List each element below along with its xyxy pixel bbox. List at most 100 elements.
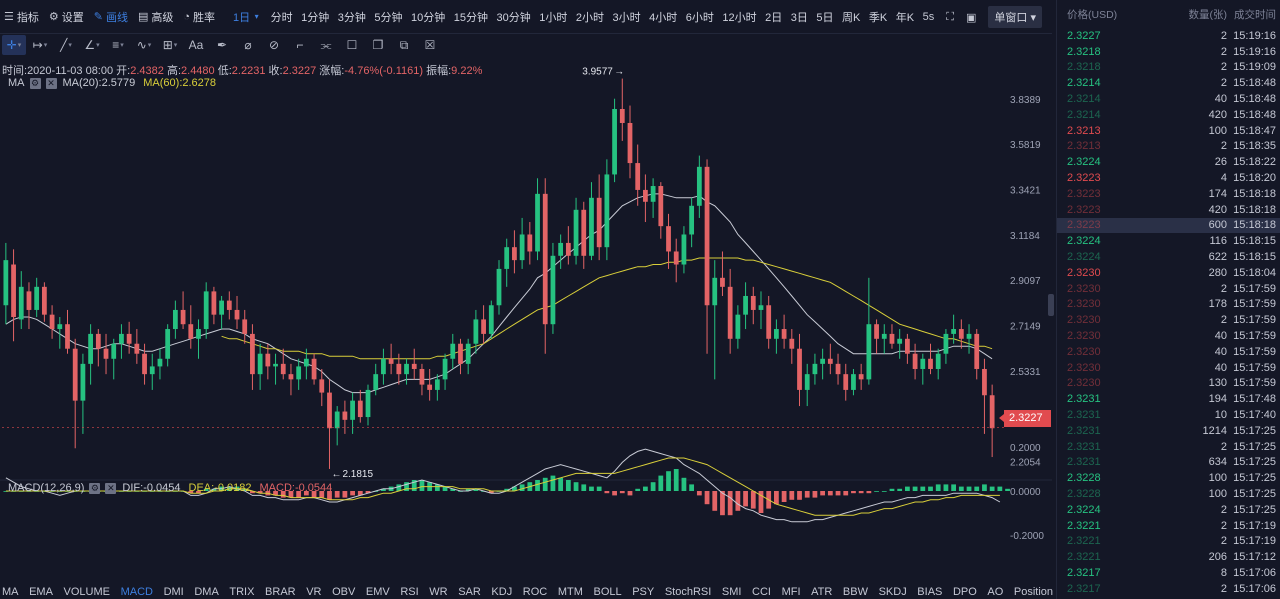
trade-row[interactable]: 2.3214 420 15:18:48 xyxy=(1057,107,1280,123)
indicator-tab-cci[interactable]: CCI xyxy=(752,585,771,598)
macd-settings-icon[interactable]: ⚙ xyxy=(89,482,101,494)
indicator-tab-dpo[interactable]: DPO xyxy=(952,585,977,598)
indicator-tab-bbw[interactable]: BBW xyxy=(842,585,868,598)
trade-row[interactable]: 2.3221 206 15:17:12 xyxy=(1057,549,1280,565)
trade-row[interactable]: 2.3230 280 15:18:04 xyxy=(1057,265,1280,281)
fullscreen-icon[interactable]: ⛶ xyxy=(946,10,954,23)
trade-row[interactable]: 2.3217 2 15:17:06 xyxy=(1057,581,1280,597)
trade-row[interactable]: 2.3221 2 15:17:19 xyxy=(1057,518,1280,534)
trade-row[interactable]: 2.3231 634 15:17:25 xyxy=(1057,455,1280,471)
indicator-tab-vr[interactable]: VR xyxy=(306,585,322,598)
indicator-tab-psy[interactable]: PSY xyxy=(632,585,655,598)
trade-row[interactable]: 2.3231 1214 15:17:25 xyxy=(1057,423,1280,439)
trade-row[interactable]: 2.3230 40 15:17:59 xyxy=(1057,344,1280,360)
panel-collapse-handle[interactable] xyxy=(1048,294,1054,316)
chart-area[interactable]: 3.8389 3.5819 3.3421 3.1184 2.9097 2.7149 2.53… xyxy=(0,56,1052,584)
interval-option[interactable]: 2日 xyxy=(765,11,783,24)
advanced-button[interactable]: ▤ 高级 xyxy=(138,9,173,25)
interval-option[interactable]: 30分钟 xyxy=(496,11,531,24)
draw-button[interactable]: ✎ 画线 xyxy=(94,9,128,25)
refresh-rate[interactable]: 5s xyxy=(922,11,935,23)
interval-option[interactable]: 10分钟 xyxy=(411,11,446,24)
window-mode-dropdown[interactable]: 单窗口 ▾ xyxy=(988,6,1042,28)
indicator-tab-skdj[interactable]: SKDJ xyxy=(878,585,907,598)
trade-row[interactable]: 2.3230 2 15:17:59 xyxy=(1057,281,1280,297)
trade-row[interactable]: 2.3230 2 15:17:59 xyxy=(1057,312,1280,328)
indicator-tab-ma[interactable]: MA xyxy=(2,585,19,598)
indicator-tab-brar[interactable]: BRAR xyxy=(265,585,296,598)
interval-option[interactable]: 5分钟 xyxy=(374,11,403,24)
trade-row[interactable]: 2.3224 2 15:17:25 xyxy=(1057,502,1280,518)
indicator-button[interactable]: ☰ 指标 xyxy=(4,9,39,25)
wave-tool[interactable]: ∿ ▾ xyxy=(132,35,156,55)
indicator-tab-mtm[interactable]: MTM xyxy=(557,585,583,598)
trade-row[interactable]: 2.3228 100 15:17:25 xyxy=(1057,470,1280,486)
interval-option[interactable]: 3小时 xyxy=(612,11,641,24)
indicator-tab-smi[interactable]: SMI xyxy=(721,585,742,598)
chart-svg[interactable]: 3.8389 3.5819 3.3421 3.1184 2.9097 2.7149 2.53… xyxy=(0,56,1052,584)
indicator-tab-ema[interactable]: EMA xyxy=(29,585,53,598)
horizontal-line-tool[interactable]: ↦ ▾ xyxy=(28,35,52,55)
fibonacci-tool[interactable]: ≡ ▾ xyxy=(106,35,130,55)
settings-button[interactable]: ⚙ 设置 xyxy=(49,9,84,25)
trade-row[interactable]: 2.3230 40 15:17:59 xyxy=(1057,360,1280,376)
copy-tool[interactable]: ❐ xyxy=(366,35,390,55)
interval-option[interactable]: 4小时 xyxy=(649,11,678,24)
trade-row[interactable]: 2.3213 100 15:18:47 xyxy=(1057,123,1280,139)
crosshair-tool[interactable]: ✛ ▾ xyxy=(2,35,26,55)
ma-close-icon[interactable]: ✕ xyxy=(45,77,57,89)
indicator-tab-boll[interactable]: BOLL xyxy=(593,585,622,598)
indicator-tab-mfi[interactable]: MFI xyxy=(781,585,801,598)
indicator-tab-rsi[interactable]: RSI xyxy=(400,585,419,598)
indicator-tab-roc[interactable]: ROC xyxy=(522,585,548,598)
interval-option[interactable]: 年K xyxy=(895,11,915,24)
trade-row[interactable]: 2.3213 2 15:18:35 xyxy=(1057,139,1280,155)
interval-option[interactable]: 12小时 xyxy=(722,11,757,24)
indicator-tab-position[interactable]: Position xyxy=(1013,585,1054,598)
lock-tool[interactable]: ☐ xyxy=(340,35,364,55)
indicator-tab-dmi[interactable]: DMI xyxy=(163,585,184,598)
trend-line-tool[interactable]: ╱ ▾ xyxy=(54,35,78,55)
indicator-tab-atr[interactable]: ATR xyxy=(811,585,833,598)
indicator-tab-wr[interactable]: WR xyxy=(429,585,448,598)
magnet-tool[interactable]: ⊘ xyxy=(262,35,286,55)
trade-row[interactable]: 2.3223 420 15:18:18 xyxy=(1057,202,1280,218)
trade-row[interactable]: 2.3218 2 15:19:16 xyxy=(1057,44,1280,60)
trade-row[interactable]: 2.3224 116 15:18:15 xyxy=(1057,233,1280,249)
interval-option[interactable]: 3日 xyxy=(790,11,808,24)
macd-close-icon[interactable]: ✕ xyxy=(105,482,117,494)
indicator-tab-emv[interactable]: EMV xyxy=(365,585,390,598)
interval-option[interactable]: 5日 xyxy=(816,11,834,24)
indicator-tab-bias[interactable]: BIAS xyxy=(917,585,943,598)
indicator-tab-dma[interactable]: DMA xyxy=(194,585,219,598)
interval-option[interactable]: 15分钟 xyxy=(453,11,489,24)
trade-row[interactable]: 2.3227 2 15:19:16 xyxy=(1057,28,1280,44)
trade-row[interactable]: 2.3224 622 15:18:15 xyxy=(1057,249,1280,265)
interval-option[interactable]: 1小时 xyxy=(539,11,568,24)
trade-row[interactable]: 2.3214 40 15:18:48 xyxy=(1057,91,1280,107)
trade-row[interactable]: 2.3230 130 15:17:59 xyxy=(1057,376,1280,392)
trade-row[interactable]: 2.3217 8 15:17:06 xyxy=(1057,565,1280,581)
chevron-down-icon[interactable]: ▾ xyxy=(254,12,259,21)
trade-row[interactable]: 2.3231 194 15:17:48 xyxy=(1057,391,1280,407)
trade-row[interactable]: 2.3224 26 15:18:22 xyxy=(1057,154,1280,170)
interval-option[interactable]: 3分钟 xyxy=(337,11,366,24)
interval-option[interactable]: 2小时 xyxy=(575,11,605,24)
angle-tool[interactable]: ∠ ▾ xyxy=(80,35,104,55)
indicator-tab-trix[interactable]: TRIX xyxy=(229,585,255,598)
interval-option[interactable]: 6小时 xyxy=(685,11,714,24)
indicator-tab-kdj[interactable]: KDJ xyxy=(491,585,513,598)
indicator-tab-stochrsi[interactable]: StochRSI xyxy=(664,585,712,598)
trade-row[interactable]: 2.3214 2 15:18:48 xyxy=(1057,75,1280,91)
indicator-tab-ao[interactable]: AO xyxy=(987,585,1004,598)
stack-tool[interactable]: ⧉ xyxy=(392,35,416,55)
trade-row[interactable]: 2.3231 2 15:17:25 xyxy=(1057,439,1280,455)
indicator-tab-sar[interactable]: SAR xyxy=(458,585,481,598)
trade-row[interactable]: 2.3223 174 15:18:18 xyxy=(1057,186,1280,202)
trade-row[interactable]: 2.3231 10 15:17:40 xyxy=(1057,407,1280,423)
interval-option[interactable]: 周K xyxy=(842,11,861,24)
trade-row[interactable]: 2.3221 2 15:17:19 xyxy=(1057,534,1280,550)
indicator-tab-volume[interactable]: VOLUME xyxy=(63,585,110,598)
ma-settings-icon[interactable]: ⚙ xyxy=(29,77,41,89)
interval-option[interactable]: 1日 xyxy=(233,11,251,24)
